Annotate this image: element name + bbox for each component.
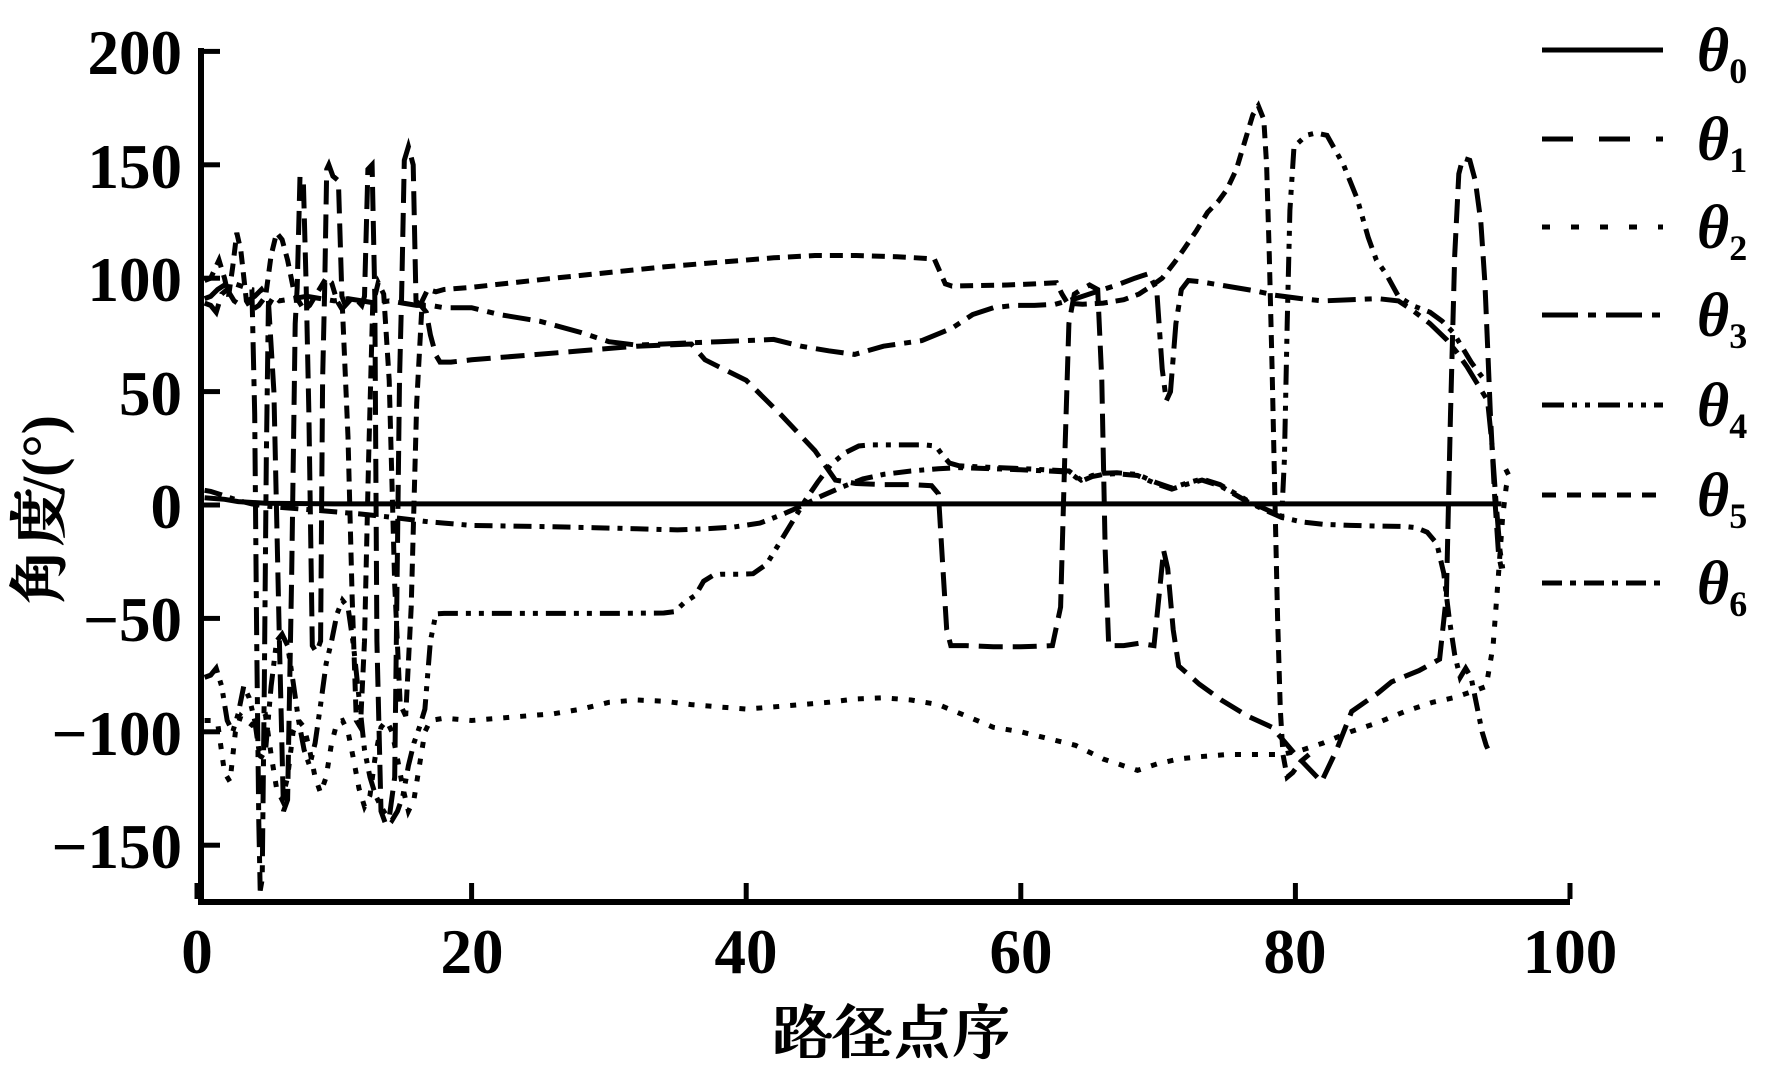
svg-text:200: 200: [88, 18, 183, 88]
svg-text:/(°): /(°): [10, 415, 75, 494]
svg-text:−50: −50: [83, 585, 182, 655]
svg-text:50: 50: [119, 359, 182, 429]
svg-text:40: 40: [715, 917, 778, 987]
svg-text:−150: −150: [52, 812, 182, 882]
svg-text:80: 80: [1264, 917, 1327, 987]
svg-text:20: 20: [441, 917, 504, 987]
svg-text:0: 0: [151, 472, 183, 542]
svg-text:60: 60: [990, 917, 1053, 987]
svg-text:θ3: θ3: [1697, 282, 1747, 356]
svg-text:−100: −100: [52, 699, 182, 769]
svg-text:100: 100: [1523, 917, 1618, 987]
svg-text:0: 0: [181, 917, 213, 987]
svg-text:100: 100: [88, 245, 183, 315]
svg-text:150: 150: [88, 132, 183, 202]
